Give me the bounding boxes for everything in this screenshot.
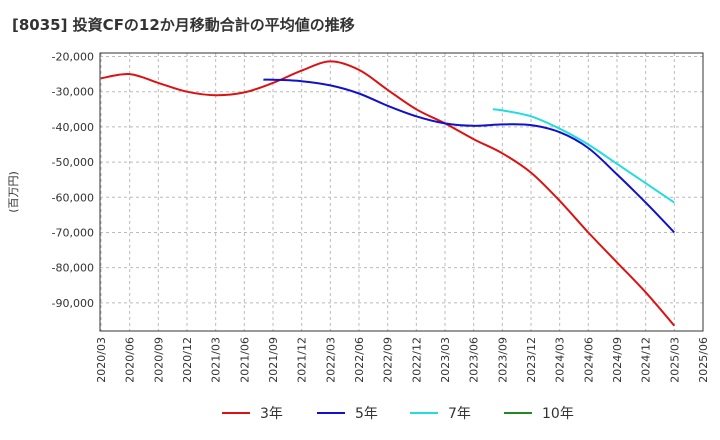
series-line-5年: [263, 78, 676, 234]
series-line-3年: [100, 60, 676, 327]
y-tick-label: -70,000: [52, 226, 94, 239]
legend-item: 10年: [504, 402, 574, 424]
x-tick-label: 2020/03: [95, 337, 108, 383]
legend-swatch: [410, 412, 438, 414]
legend-item: 3年: [222, 402, 283, 424]
x-tick-label: 2023/03: [439, 337, 452, 383]
x-tick-label: 2024/03: [554, 337, 567, 383]
x-tick-label: 2020/09: [152, 337, 165, 383]
x-tick-label: 2021/12: [296, 337, 309, 383]
legend-label: 7年: [448, 406, 471, 422]
legend-label: 5年: [355, 406, 378, 422]
x-tick-label: 2021/06: [238, 337, 251, 383]
x-tick-label: 2023/12: [525, 337, 538, 383]
axes: [99, 52, 704, 332]
chart-title: [8035] 投資CFの12か月移動合計の平均値の推移: [12, 16, 355, 34]
plot-background: [100, 53, 703, 331]
x-tick-label: 2020/06: [124, 337, 137, 383]
line-chart: -20,000 -30,000 -40,000 -50,000 -60,000 -70,0…: [7, 51, 710, 383]
x-tick-label: 2024/06: [582, 337, 595, 383]
x-tick-label: 2023/06: [468, 337, 481, 383]
x-tick-label: 2021/09: [267, 337, 280, 383]
x-tick-label: 2021/03: [210, 337, 223, 383]
grid-lines: [100, 53, 704, 331]
legend-label: 3年: [260, 406, 283, 422]
x-tick-label: 2022/12: [410, 337, 423, 383]
x-tick-label: 2023/09: [496, 337, 509, 383]
y-tick-label: -20,000: [52, 51, 94, 64]
legend: 3年 5年 7年 10年: [0, 402, 720, 424]
x-tick-label: 2024/12: [640, 337, 653, 383]
legend-swatch: [317, 412, 345, 414]
x-tick-labels: 2020/03 2020/06 2020/09 2020/12 2021/03 2021/…: [95, 337, 710, 383]
legend-label: 10年: [542, 406, 574, 422]
x-tick-label: 2020/12: [181, 337, 194, 383]
x-tick-label: 2022/06: [353, 337, 366, 383]
x-tick-label: 2022/03: [324, 337, 337, 383]
x-tick-label: 2024/09: [611, 337, 624, 383]
series-lines: [100, 60, 676, 327]
legend-item: 5年: [317, 402, 378, 424]
legend-swatch: [504, 412, 532, 414]
y-tick-label: -80,000: [52, 262, 94, 275]
series-line-7年: [492, 108, 675, 204]
legend-swatch: [222, 412, 250, 414]
y-tick-label: -40,000: [52, 121, 94, 134]
plot-frame: [99, 52, 704, 332]
y-tick-label: -50,000: [52, 156, 94, 169]
y-tick-label: -90,000: [52, 297, 94, 310]
x-tick-label: 2025/03: [668, 337, 681, 383]
y-tick-labels: -20,000 -30,000 -40,000 -50,000 -60,000 -70,0…: [52, 51, 94, 310]
x-tick-label: 2022/09: [382, 337, 395, 383]
x-tick-label: 2025/06: [697, 337, 710, 383]
legend-item: 7年: [410, 402, 471, 424]
y-tick-label: -60,000: [52, 191, 94, 204]
y-tick-label: -30,000: [52, 86, 94, 99]
y-axis-label: (百万円): [7, 171, 20, 213]
